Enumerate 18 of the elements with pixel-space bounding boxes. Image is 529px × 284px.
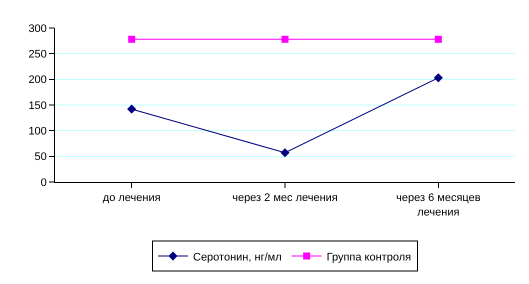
- point: [128, 36, 136, 43]
- point: [282, 36, 288, 43]
- point: [280, 148, 290, 158]
- point: [127, 104, 136, 114]
- x-tick-label: до лечения: [102, 192, 161, 204]
- x-tick-label: через 6 месяцев лечения: [396, 192, 481, 218]
- point: [434, 73, 443, 82]
- y-tick-label: 150: [28, 100, 47, 112]
- y-tick-label: 300: [28, 22, 47, 35]
- x-tick-label: через 2 мес лечения: [232, 192, 338, 204]
- y-tick-label: 250: [28, 48, 47, 61]
- y-tick-label: 100: [28, 126, 47, 138]
- point: [434, 36, 442, 43]
- y-tick-label: 0: [40, 176, 47, 189]
- legend-label: Серотонин, нг/мл: [193, 251, 282, 264]
- legend-label: Группа контроля: [326, 251, 412, 264]
- y-tick-label: 50: [34, 151, 47, 164]
- y-tick-label: 200: [28, 74, 47, 86]
